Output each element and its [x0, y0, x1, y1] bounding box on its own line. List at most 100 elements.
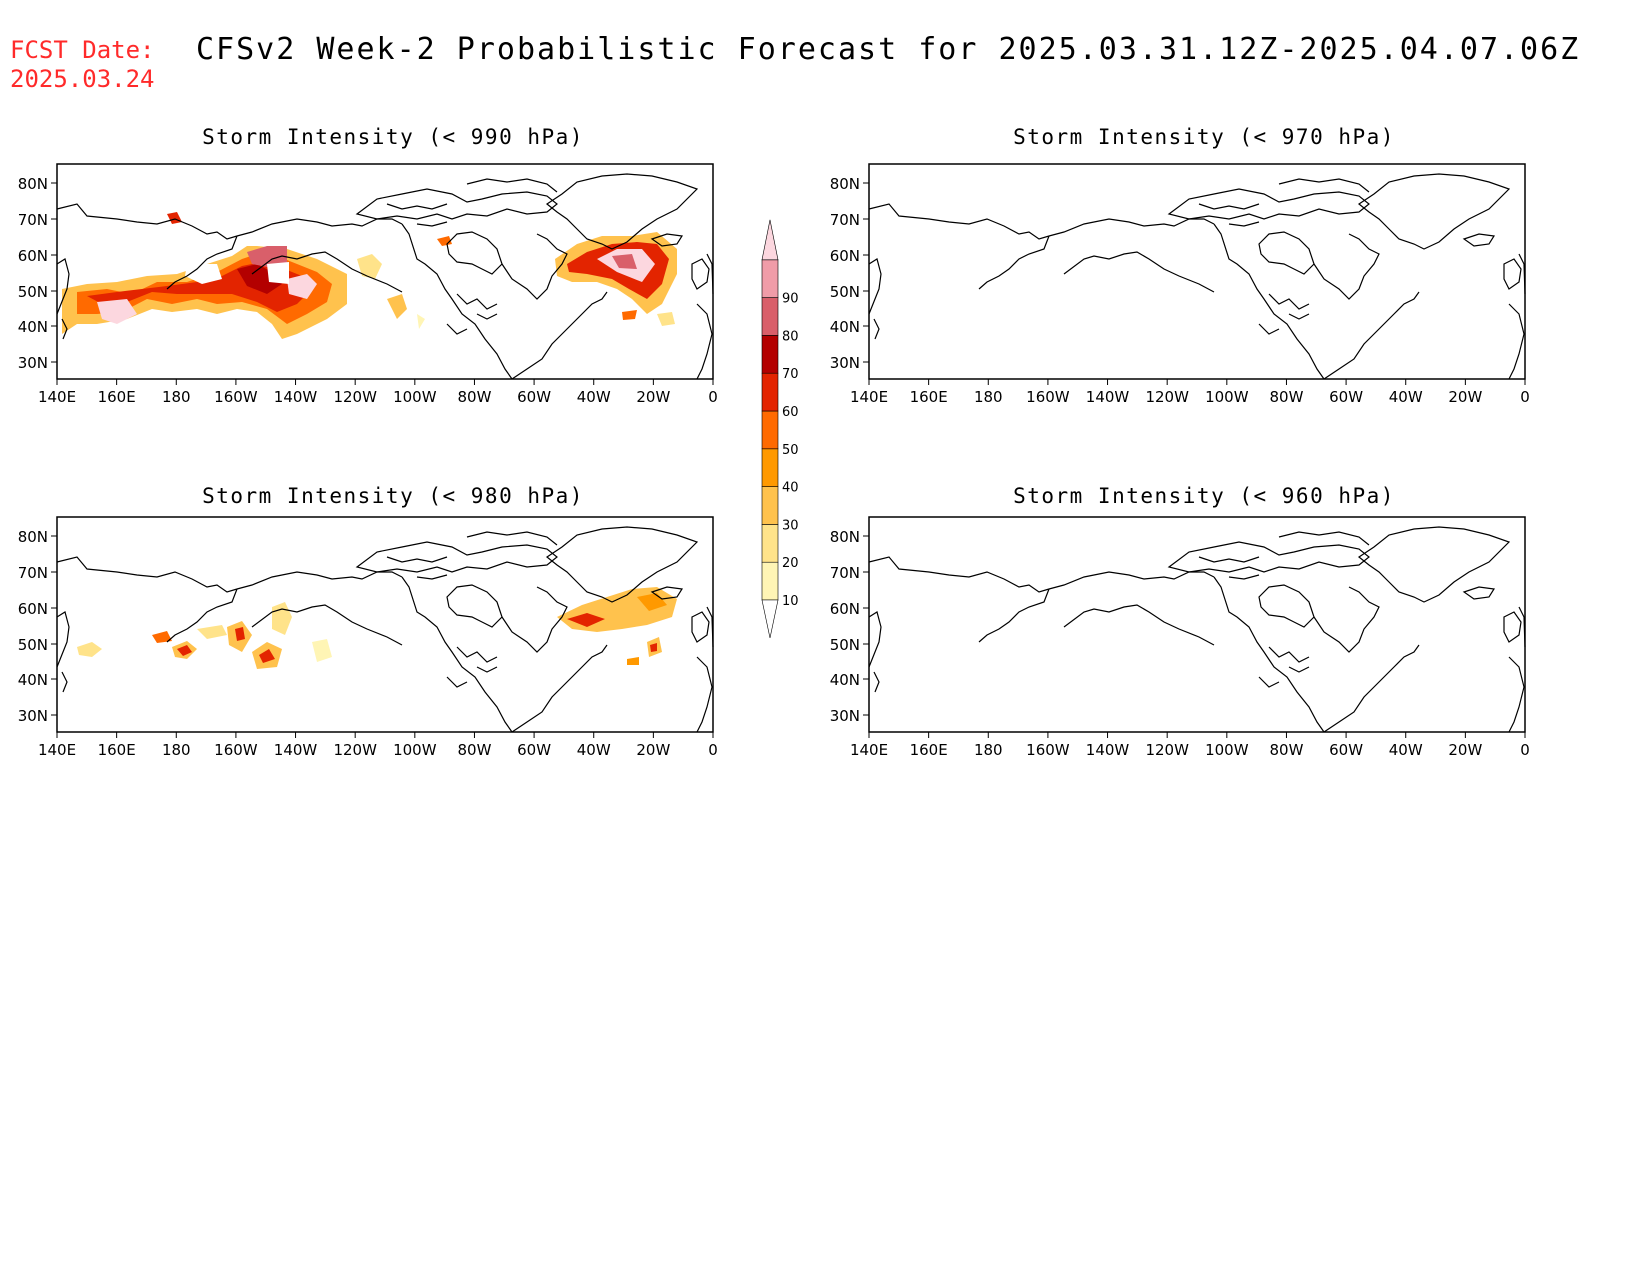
- colorbar-label: 90: [782, 292, 799, 307]
- lat-label: 40N: [18, 318, 48, 336]
- colorbar-label: 10: [782, 594, 799, 609]
- lat-label: 70N: [18, 211, 48, 229]
- lon-label: 100W: [393, 388, 437, 406]
- colorbar-segment: [761, 372, 779, 412]
- page-title: CFSv2 Week-2 Probabilistic Forecast for …: [196, 32, 1581, 67]
- lat-label: 50N: [18, 283, 48, 301]
- lon-label: 0: [708, 388, 718, 406]
- colorbar-segment: [761, 335, 779, 374]
- panel-title-990: Storm Intensity (< 990 hPa): [202, 125, 584, 149]
- lon-label: 160E: [910, 388, 948, 406]
- panel-960-map: [868, 516, 1526, 733]
- colorbar-label: 40: [782, 481, 799, 496]
- lon-label: 80W: [1269, 388, 1303, 406]
- lon-label: 40W: [1389, 741, 1423, 759]
- colorbar-label: 50: [782, 443, 799, 458]
- lon-label: 20W: [636, 741, 670, 759]
- lat-label: 30N: [18, 354, 48, 372]
- colorbar-segment: [761, 486, 779, 525]
- panel-title-980: Storm Intensity (< 980 hPa): [202, 484, 584, 508]
- lon-label: 60W: [517, 741, 551, 759]
- colorbar-segment: [761, 297, 779, 336]
- lon-label: 180: [162, 388, 191, 406]
- colorbar-label: 80: [782, 329, 799, 344]
- lon-label: 40W: [1389, 388, 1423, 406]
- panel-title-970: Storm Intensity (< 970 hPa): [1013, 125, 1395, 149]
- lon-label: 0: [708, 741, 718, 759]
- lat-label: 70N: [830, 564, 860, 582]
- lon-label: 160E: [98, 741, 136, 759]
- lon-label: 140E: [850, 388, 888, 406]
- lon-label: 80W: [457, 388, 491, 406]
- lat-label: 50N: [830, 283, 860, 301]
- lon-label: 120W: [333, 388, 377, 406]
- lat-label: 60N: [830, 600, 860, 618]
- lon-label: 180: [162, 741, 191, 759]
- lon-label: 180: [974, 388, 1003, 406]
- lon-label: 160W: [214, 388, 258, 406]
- lon-label: 160E: [910, 741, 948, 759]
- colorbar-segment: [761, 259, 779, 298]
- lon-label: 100W: [1205, 741, 1249, 759]
- colorbar-label: 60: [782, 405, 799, 420]
- lon-label: 0: [1520, 388, 1530, 406]
- lat-label: 40N: [18, 671, 48, 689]
- lat-label: 80N: [830, 175, 860, 193]
- lat-label: 60N: [18, 600, 48, 618]
- lon-label: 160W: [1026, 388, 1070, 406]
- lon-label: 60W: [1329, 388, 1363, 406]
- colorbar-top-arrow: [761, 219, 779, 261]
- lon-label: 140E: [850, 741, 888, 759]
- lon-label: 120W: [1145, 741, 1189, 759]
- lon-label: 180: [974, 741, 1003, 759]
- lon-label: 20W: [636, 388, 670, 406]
- lon-label: 160W: [1026, 741, 1070, 759]
- lon-label: 120W: [333, 741, 377, 759]
- lat-label: 30N: [18, 707, 48, 725]
- lat-label: 80N: [830, 528, 860, 546]
- lon-label: 140W: [274, 741, 318, 759]
- colorbar-segment: [761, 410, 779, 450]
- lon-label: 60W: [517, 388, 551, 406]
- lat-label: 30N: [830, 354, 860, 372]
- panel-970-map: [868, 163, 1526, 380]
- panel-980-map: [56, 516, 714, 733]
- lon-label: 100W: [1205, 388, 1249, 406]
- lat-label: 40N: [830, 318, 860, 336]
- axis-labels: 80N 70N 60N 50N 40N 30N 140E 160E 180 160W 140W 120…: [18, 175, 1530, 759]
- lat-label: 50N: [830, 636, 860, 654]
- lon-label: 40W: [577, 388, 611, 406]
- lat-label: 60N: [830, 247, 860, 265]
- panel-title-960: Storm Intensity (< 960 hPa): [1013, 484, 1395, 508]
- lon-label: 140W: [274, 388, 318, 406]
- lon-label: 140E: [38, 741, 76, 759]
- colorbar-segment: [761, 448, 779, 487]
- colorbar-label: 20: [782, 556, 799, 571]
- lon-label: 120W: [1145, 388, 1189, 406]
- probability-shading-990: [62, 212, 677, 339]
- lon-label: 60W: [1329, 741, 1363, 759]
- lon-label: 140E: [38, 388, 76, 406]
- colorbar-bottom-arrow: [761, 599, 779, 639]
- panel-990-map: [56, 163, 714, 380]
- forecast-date-value: 2025.03.24: [10, 65, 155, 93]
- probability-shading-980: [77, 587, 677, 669]
- lon-label: 160E: [98, 388, 136, 406]
- forecast-date-block: FCST Date: 2025.03.24: [10, 36, 155, 94]
- lon-label: 80W: [1269, 741, 1303, 759]
- lat-label: 70N: [18, 564, 48, 582]
- lat-label: 40N: [830, 671, 860, 689]
- lon-label: 20W: [1448, 388, 1482, 406]
- lat-label: 80N: [18, 528, 48, 546]
- colorbar-label: 30: [782, 518, 799, 533]
- lon-label: 140W: [1086, 388, 1130, 406]
- colorbar-label: 70: [782, 367, 799, 382]
- lon-label: 160W: [214, 741, 258, 759]
- forecast-date-label: FCST Date:: [10, 36, 155, 64]
- lon-label: 80W: [457, 741, 491, 759]
- lon-label: 40W: [577, 741, 611, 759]
- lat-label: 30N: [830, 707, 860, 725]
- lat-label: 50N: [18, 636, 48, 654]
- lon-label: 20W: [1448, 741, 1482, 759]
